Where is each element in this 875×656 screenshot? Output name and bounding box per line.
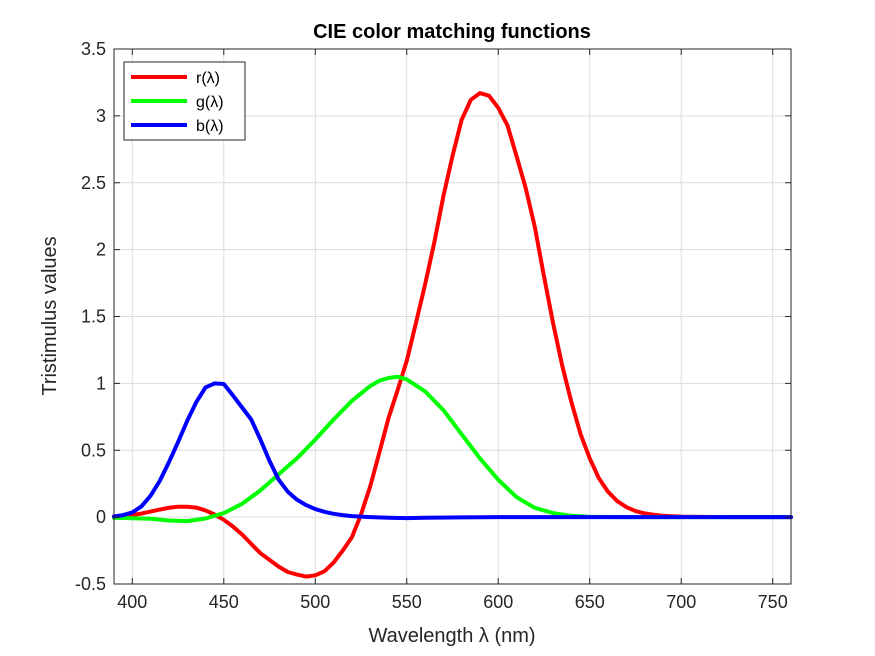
chart-title: CIE color matching functions <box>313 21 591 43</box>
series-layer <box>112 91 793 579</box>
y-tick-label: 2 <box>96 240 106 260</box>
x-tick-label: 650 <box>575 592 605 612</box>
x-tick-label: 450 <box>209 592 239 612</box>
x-tick-label: 700 <box>666 592 696 612</box>
legend-label-g: g(λ) <box>196 94 224 111</box>
x-tick-label: 400 <box>117 592 147 612</box>
y-axis-label: Tristimulus values <box>39 236 61 395</box>
legend-label-b: b(λ) <box>196 118 224 135</box>
x-tick-label: 500 <box>300 592 330 612</box>
y-tick-label: 3 <box>96 106 106 126</box>
y-tick-label: 1 <box>96 373 106 393</box>
legend: r(λ) g(λ) b(λ) <box>123 61 246 141</box>
y-tick-label: 2.5 <box>81 173 106 193</box>
y-tick-label: 0.5 <box>81 440 106 460</box>
tick-marks <box>114 48 791 585</box>
legend-label-r: r(λ) <box>196 70 220 87</box>
series-line-b <box>112 381 793 521</box>
y-tick-label: 3.5 <box>81 39 106 59</box>
y-tick-label: 0 <box>96 507 106 527</box>
y-tick-labels: -0.5 0 0.5 1 1.5 2 2.5 3 3.5 <box>75 39 106 594</box>
x-tick-label: 600 <box>483 592 513 612</box>
x-axis-label: Wavelength λ (nm) <box>368 625 535 647</box>
x-tick-labels: 400 450 500 550 600 650 700 750 <box>117 592 787 612</box>
x-tick-label: 550 <box>392 592 422 612</box>
y-tick-label: 1.5 <box>81 307 106 327</box>
x-tick-label: 750 <box>758 592 788 612</box>
y-tick-label: -0.5 <box>75 574 106 594</box>
